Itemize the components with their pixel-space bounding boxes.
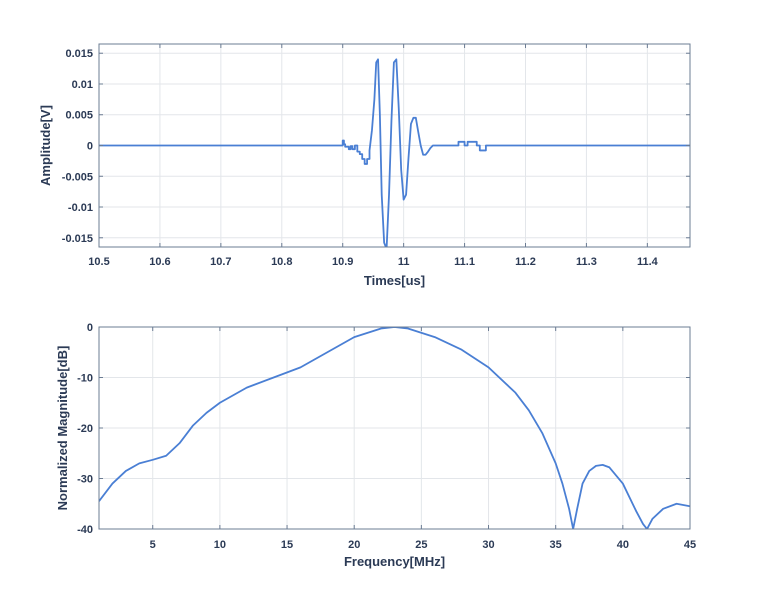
x-axis-label: Frequency[MHz] — [344, 554, 445, 569]
y-tick-label: 0 — [87, 322, 93, 334]
y-tick-label: 0.005 — [65, 110, 93, 122]
x-tick-label: 5 — [150, 539, 156, 551]
y-axis-label: Normalized Magnitude[dB] — [55, 346, 70, 511]
x-axis-label: Times[us] — [364, 273, 425, 288]
x-tick-label: 11.2 — [515, 256, 536, 268]
y-tick-label: 0.01 — [72, 79, 93, 91]
x-tick-label: 10.7 — [210, 256, 231, 268]
y-tick-label: -20 — [77, 423, 93, 435]
x-tick-label: 25 — [415, 539, 427, 551]
y-tick-label: -0.005 — [62, 171, 93, 183]
y-tick-label: -0.015 — [62, 233, 93, 245]
x-tick-label: 11.4 — [637, 256, 659, 268]
x-tick-label: 40 — [617, 539, 629, 551]
x-tick-label: 10.9 — [332, 256, 353, 268]
frequency-domain-chart: 5 10 15 20 25 30 35 40 45 0 -10 -20 -30 -40 Frequency[… — [55, 322, 696, 569]
x-tick-label: 20 — [348, 539, 360, 551]
series-line — [99, 58, 690, 247]
y-tick-label: 0 — [87, 141, 93, 153]
x-tick-label: 30 — [482, 539, 494, 551]
x-tick-label: 10.6 — [149, 256, 170, 268]
time-domain-chart: 10.5 10.6 10.7 10.8 10.9 11 11.1 11.2 11.3 11.4 0.… — [38, 43, 691, 288]
x-tick-label: 10 — [214, 539, 226, 551]
y-tick-label: -0.01 — [68, 202, 93, 214]
x-tick-label: 45 — [684, 539, 696, 551]
y-tick-label: -40 — [77, 524, 93, 536]
x-tick-label: 11 — [398, 256, 410, 268]
series-line — [99, 327, 690, 529]
y-tick-label: -10 — [77, 373, 93, 385]
x-tick-label: 11.1 — [454, 256, 475, 268]
y-axis-label: Amplitude[V] — [38, 105, 53, 186]
y-tick-label: -30 — [77, 474, 93, 486]
x-tick-label: 15 — [281, 539, 293, 551]
x-tick-label: 10.8 — [271, 256, 292, 268]
x-tick-label: 35 — [550, 539, 562, 551]
x-tick-label: 11.3 — [576, 256, 597, 268]
y-tick-label: 0.015 — [65, 48, 93, 60]
x-tick-label: 10.5 — [88, 256, 109, 268]
